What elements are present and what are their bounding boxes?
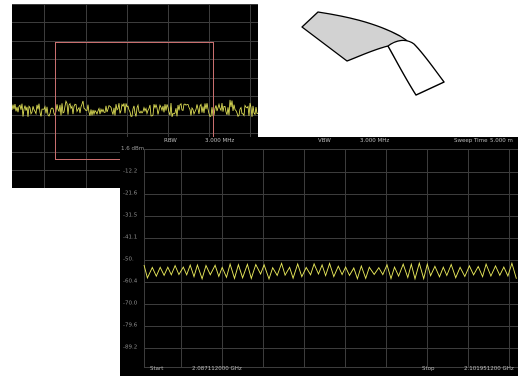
start-frequency-value: 2.087112000 GHz bbox=[192, 366, 242, 372]
zoomed-spectrum-screen: RBW 3.000 MHz VBW 3.000 MHz Sweep Time 5… bbox=[120, 137, 518, 376]
y-tick-label: -12.2 bbox=[123, 168, 138, 175]
y-tick-label: -21.6 bbox=[123, 190, 138, 197]
rbw-label: RBW bbox=[164, 138, 177, 144]
vbw-value: 3.000 MHz bbox=[360, 138, 390, 144]
page-curl-icon bbox=[301, 11, 445, 96]
sweep-time-label: Sweep Time bbox=[454, 138, 488, 144]
vbw-label: VBW bbox=[318, 138, 331, 144]
rbw-value: 3.000 MHz bbox=[205, 138, 235, 144]
zoomed-signal-trace bbox=[143, 261, 517, 281]
y-tick-label: -41.1 bbox=[123, 234, 138, 241]
reference-level: 1.6 dBm bbox=[121, 146, 145, 152]
sweep-time-value: 5.000 m bbox=[490, 138, 513, 144]
y-tick-label: -70.0 bbox=[123, 300, 138, 307]
start-frequency-label: Start bbox=[150, 366, 164, 372]
zoomed-spectrum-plot bbox=[143, 149, 518, 368]
y-tick-label: -50. bbox=[123, 256, 134, 263]
y-tick-label: -89.2 bbox=[123, 344, 138, 351]
y-tick-label: -79.6 bbox=[123, 322, 138, 329]
stop-frequency-label: Stop bbox=[422, 366, 435, 372]
y-tick-label: -31.5 bbox=[123, 212, 138, 219]
zoomed-grid bbox=[144, 149, 518, 368]
stop-frequency-value: 2.101951200 GHz bbox=[464, 366, 514, 372]
overview-noise-trace bbox=[12, 99, 258, 118]
y-tick-label: -60.4 bbox=[123, 278, 138, 285]
